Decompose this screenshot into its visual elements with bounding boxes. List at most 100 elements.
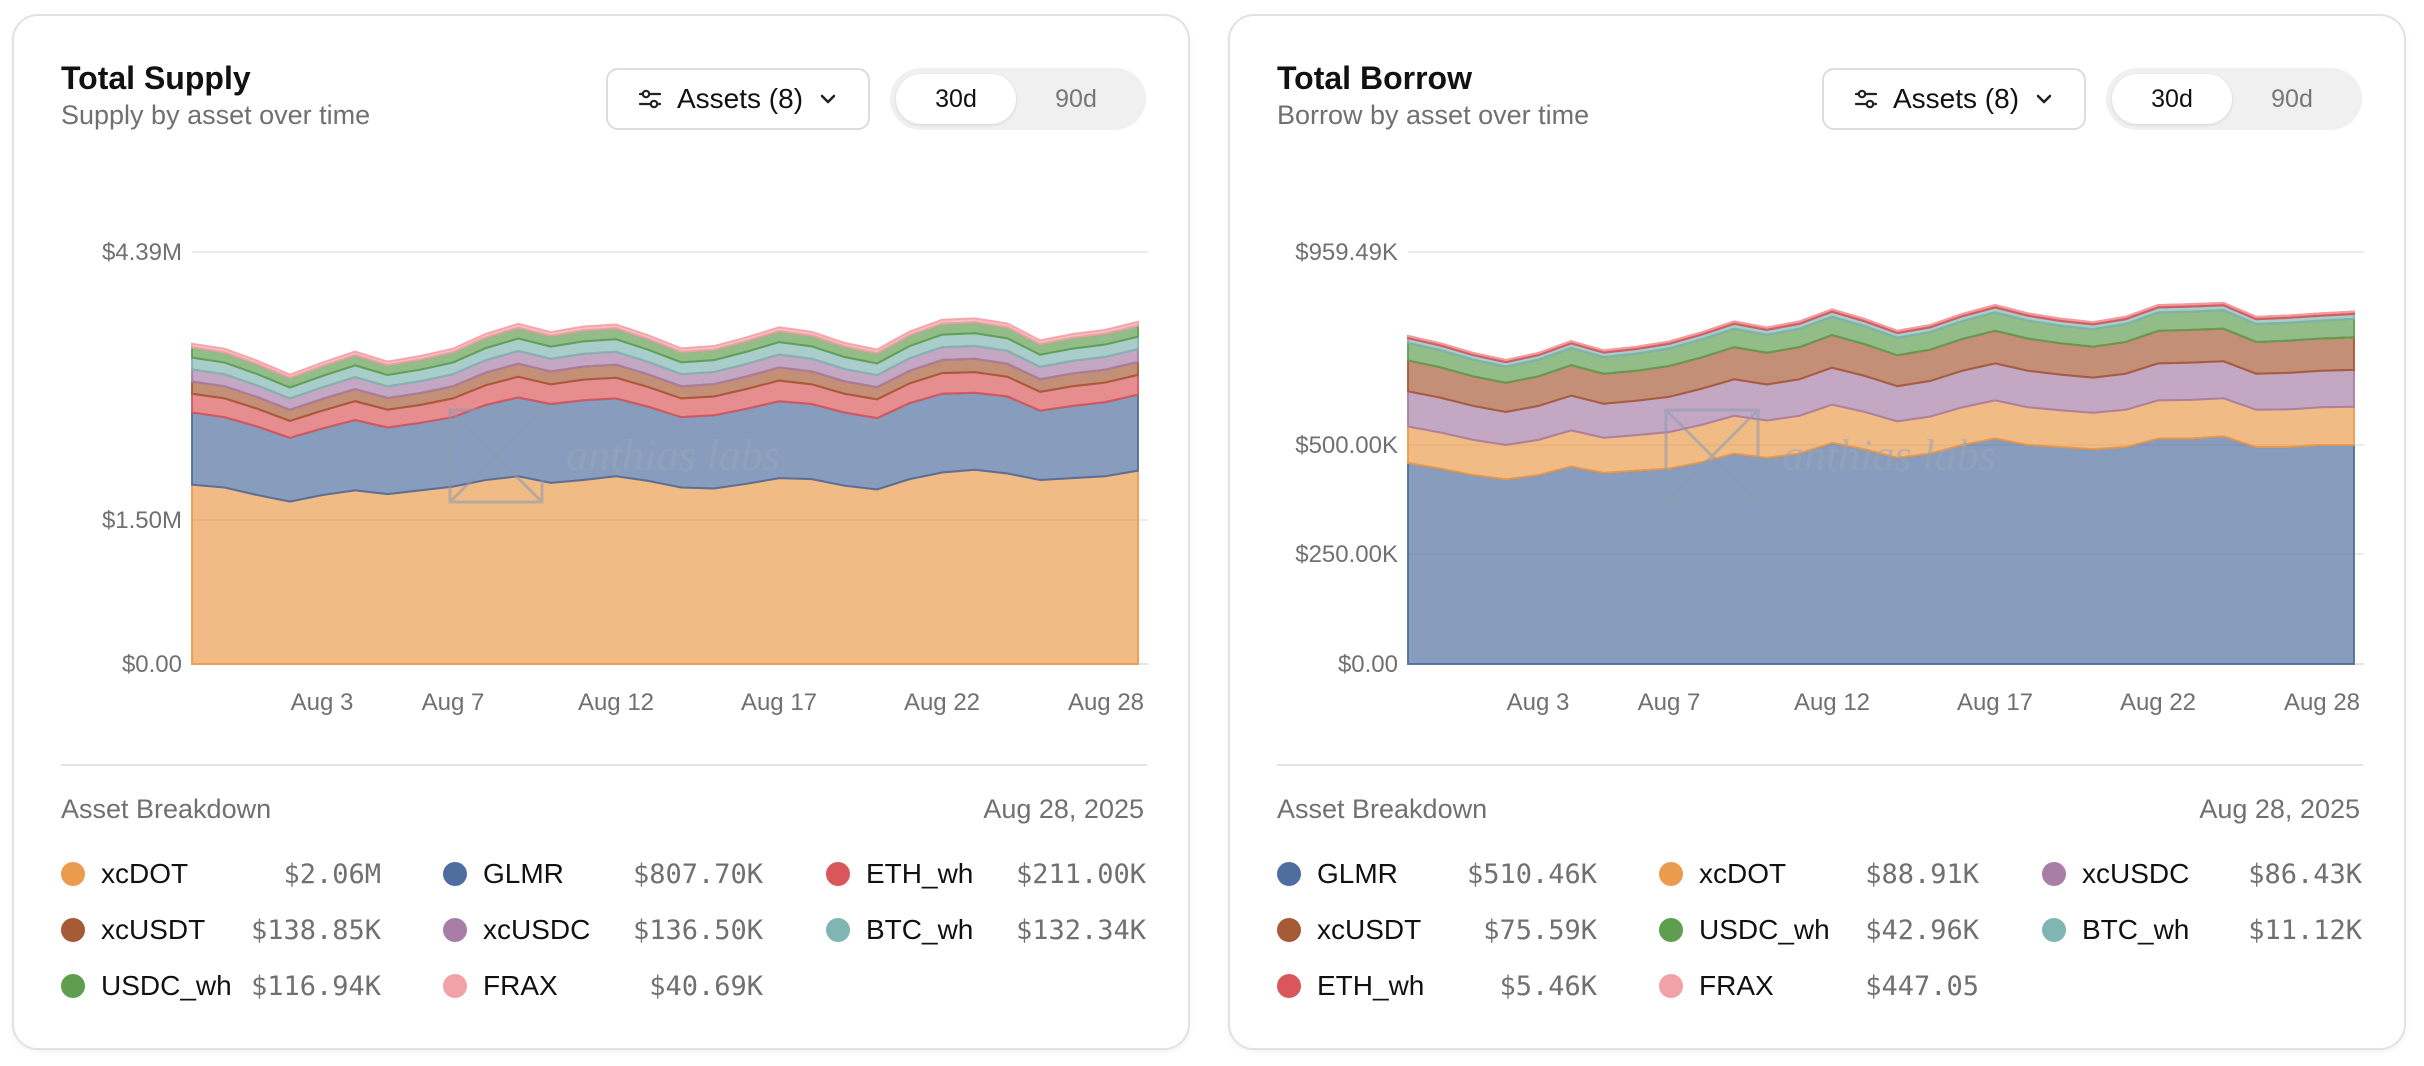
legend-item: BTC_wh $132.34K <box>826 910 1146 950</box>
legend-name: xcUSDT <box>1317 914 1422 945</box>
x-tick-label: Aug 17 <box>741 689 817 716</box>
legend-dot <box>826 862 850 886</box>
legend-dot <box>2042 918 2066 942</box>
legend-item: GLMR $510.46K <box>1277 854 1597 894</box>
legend-item: xcUSDT $138.85K <box>61 910 381 950</box>
legend-dot <box>61 974 85 998</box>
legend-item: USDC_wh $116.94K <box>61 966 381 1006</box>
legend-item: xcDOT $2.06M <box>61 854 381 894</box>
total-supply-card: Total Supply Supply by asset over time A… <box>12 14 1190 1050</box>
legend-value: $116.94K <box>250 970 381 1002</box>
x-tick-label: Aug 3 <box>291 689 354 716</box>
range-30d-button[interactable]: 30d <box>896 74 1016 124</box>
x-tick-label: Aug 7 <box>422 689 485 716</box>
legend-name: FRAX <box>483 970 558 1001</box>
legend-name: ETH_wh <box>1317 970 1425 1001</box>
legend-value: $88.91K <box>1865 858 1979 890</box>
area-series-xcdot <box>191 468 1139 665</box>
legend-value: $42.96K <box>1865 914 1979 946</box>
legend-dot <box>61 862 85 886</box>
legend-dot <box>61 918 85 942</box>
legend-name: BTC_wh <box>866 914 974 945</box>
legend-dot <box>1659 862 1683 886</box>
borrow-area-chart: anthias labs $959.49K $500.00K $250.00K $0.0… <box>1295 239 2364 716</box>
legend-item: GLMR $807.70K <box>443 854 763 894</box>
legend-value: $132.34K <box>1015 914 1146 946</box>
breakdown-date: Aug 28, 2025 <box>2199 794 2360 824</box>
legend-name: xcUSDT <box>101 914 206 945</box>
sliders-icon <box>1853 86 1879 112</box>
legend-value: $75.59K <box>1483 914 1597 946</box>
card-title: Total Supply <box>61 60 251 96</box>
total-borrow-card: Total Borrow Borrow by asset over time A… <box>1228 14 2406 1050</box>
legend-dot <box>1659 974 1683 998</box>
x-tick-label: Aug 12 <box>1794 689 1870 716</box>
area-series-frax <box>1407 301 2355 362</box>
card-subtitle: Borrow by asset over time <box>1277 100 1590 130</box>
x-tick-label: Aug 12 <box>578 689 654 716</box>
card-subtitle: Supply by asset over time <box>61 100 371 130</box>
assets-filter-label: Assets (8) <box>1892 83 2020 114</box>
watermark-icon <box>448 408 544 504</box>
x-tick-label: Aug 28 <box>2284 689 2360 716</box>
range-90d-button[interactable]: 90d <box>1055 84 1097 113</box>
watermark-text: anthias labs <box>566 431 780 480</box>
watermark-logo: anthias labs <box>1664 408 1996 504</box>
legend-item: xcUSDC $86.43K <box>2042 854 2362 894</box>
area-series-frax <box>191 317 1139 380</box>
assets-filter-label: Assets (8) <box>676 83 804 114</box>
legend-value: $510.46K <box>1466 858 1597 890</box>
legend-item: xcUSDT $75.59K <box>1277 910 1597 950</box>
y-tick-label: $1.50M <box>102 507 182 534</box>
divider <box>1277 764 2363 766</box>
legend-dot <box>443 918 467 942</box>
legend-dot <box>443 862 467 886</box>
legend-item: FRAX $40.69K <box>443 966 763 1006</box>
legend-dot <box>2042 862 2066 886</box>
legend-item: ETH_wh $5.46K <box>1277 966 1597 1006</box>
legend-dot <box>1659 918 1683 942</box>
legend-item: FRAX $447.05 <box>1659 966 1979 1006</box>
legend-item: USDC_wh $42.96K <box>1659 910 1979 950</box>
x-tick-label: Aug 17 <box>1957 689 2033 716</box>
legend-value: $5.46K <box>1499 970 1597 1002</box>
supply-area-chart: anthias labs $4.39M $1.50M $0.00 Aug 3 Aug 7 A… <box>102 239 1148 716</box>
legend-name: ETH_wh <box>866 858 974 889</box>
legend-dot <box>826 918 850 942</box>
legend-value: $138.85K <box>250 914 381 946</box>
chevron-down-icon <box>817 88 839 110</box>
legend-name: xcDOT <box>101 858 189 889</box>
legend-dot <box>1277 918 1301 942</box>
legend-dot <box>443 974 467 998</box>
legend-value: $807.70K <box>632 858 763 890</box>
sliders-icon <box>637 86 663 112</box>
legend-value: $40.69K <box>649 970 763 1002</box>
legend-name: GLMR <box>1317 858 1398 889</box>
breakdown-title: Asset Breakdown <box>61 794 272 824</box>
assets-filter-button[interactable]: Assets (8) <box>606 68 870 130</box>
legend-value: $2.06M <box>283 858 381 890</box>
range-30d-button[interactable]: 30d <box>2112 74 2232 124</box>
legend-item: BTC_wh $11.12K <box>2042 910 2362 950</box>
legend-item: xcUSDC $136.50K <box>443 910 763 950</box>
time-range-toggle: 30d 90d <box>890 68 1146 130</box>
y-tick-label: $500.00K <box>1295 432 1398 459</box>
x-tick-label: Aug 22 <box>904 689 980 716</box>
assets-filter-button[interactable]: Assets (8) <box>1822 68 2086 130</box>
time-range-toggle: 30d 90d <box>2106 68 2362 130</box>
y-tick-label: $959.49K <box>1295 239 1398 266</box>
legend-dot <box>1277 862 1301 886</box>
card-title: Total Borrow <box>1277 60 1472 96</box>
watermark-icon <box>448 408 544 504</box>
watermark-icon <box>1664 408 1760 504</box>
legend-name: GLMR <box>483 858 564 889</box>
breakdown-date: Aug 28, 2025 <box>983 794 1144 824</box>
legend-name: BTC_wh <box>2082 914 2190 945</box>
range-90d-button[interactable]: 90d <box>2271 84 2313 113</box>
divider <box>61 764 1147 766</box>
watermark-icon <box>1664 408 1760 504</box>
legend-name: USDC_wh <box>101 970 232 1001</box>
legend-name: FRAX <box>1699 970 1774 1001</box>
legend-item: ETH_wh $211.00K <box>826 854 1146 894</box>
legend-dot <box>1277 974 1301 998</box>
